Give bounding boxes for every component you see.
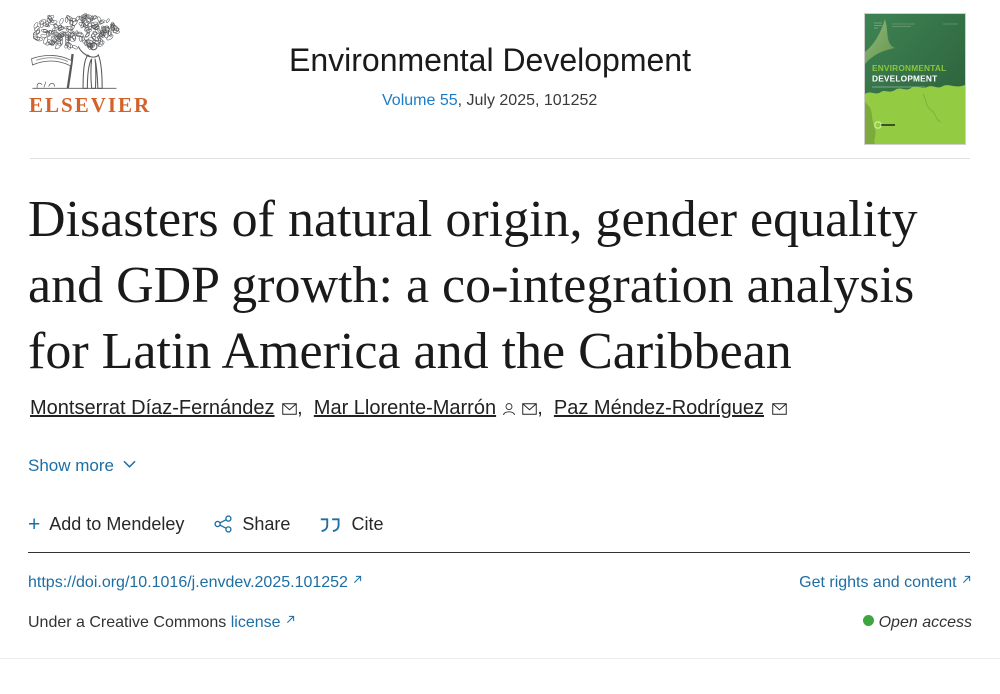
svg-text:ENVIRONMENTAL: ENVIRONMENTAL: [872, 63, 946, 73]
svg-text:DEVELOPMENT: DEVELOPMENT: [872, 74, 937, 84]
